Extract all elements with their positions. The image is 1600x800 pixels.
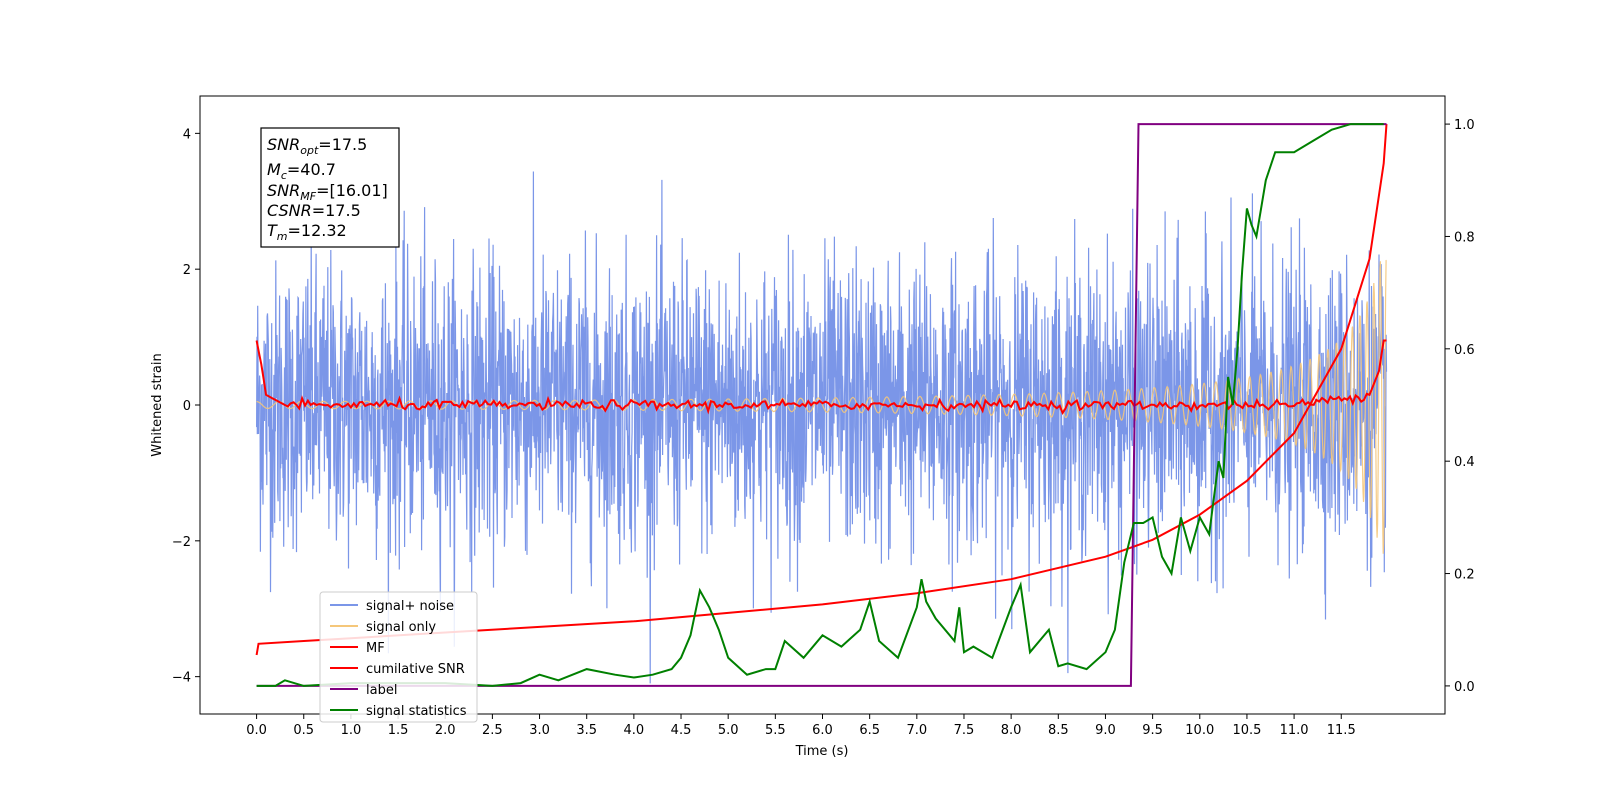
x-tick-label: 9.0 bbox=[1095, 723, 1116, 738]
y-tick-label: −2 bbox=[172, 535, 191, 550]
x-tick-label: 4.5 bbox=[671, 723, 692, 738]
x-tick-label: 11.0 bbox=[1280, 723, 1309, 738]
y-axis-right: 0.0 0.2 0.4 0.6 0.8 1.0 bbox=[1445, 118, 1475, 695]
x-tick-label: 4.0 bbox=[624, 723, 645, 738]
x-tick-label: 10.5 bbox=[1232, 723, 1261, 738]
x-axis-label: Time (s) bbox=[795, 744, 849, 759]
legend-label-mf: MF bbox=[366, 641, 385, 656]
signal-statistics-line bbox=[256, 123, 1384, 687]
y-axis-label: Whitened strain bbox=[150, 353, 165, 456]
y-tick-label: 0 bbox=[183, 399, 191, 414]
legend: signal+ noise signal only MF cumilative … bbox=[319, 591, 478, 723]
x-tick-label: 5.5 bbox=[765, 723, 786, 738]
y2-tick-label: 0.2 bbox=[1454, 568, 1475, 583]
y2-tick-label: 0.0 bbox=[1454, 680, 1475, 695]
x-tick-label: 8.5 bbox=[1048, 723, 1069, 738]
annotation-mc: Mc=40.7 bbox=[267, 160, 336, 182]
annotation-csnr: CSNR=17.5 bbox=[267, 201, 361, 220]
x-tick-label: 6.5 bbox=[859, 723, 880, 738]
x-tick-label: 3.0 bbox=[529, 723, 550, 738]
y-tick-label: −4 bbox=[172, 671, 191, 686]
legend-label-signal-only: signal only bbox=[366, 620, 436, 635]
x-tick-label: 6.0 bbox=[812, 723, 833, 738]
x-tick-label: 1.0 bbox=[341, 723, 362, 738]
y2-tick-label: 0.8 bbox=[1454, 230, 1475, 245]
x-tick-label: 1.5 bbox=[388, 723, 409, 738]
x-tick-label: 7.5 bbox=[954, 723, 975, 738]
label-line bbox=[256, 123, 1387, 687]
annotation-snr-mf: SNRMF=[16.01] bbox=[267, 181, 388, 203]
x-tick-label: 9.5 bbox=[1142, 723, 1163, 738]
y-axis-left: −4 −2 0 2 4 bbox=[172, 127, 200, 686]
mf-line bbox=[255, 339, 1387, 416]
y2-tick-label: 1.0 bbox=[1454, 118, 1475, 133]
annotation-snr-opt: SNRopt=17.5 bbox=[267, 135, 367, 157]
x-tick-label: 5.0 bbox=[718, 723, 739, 738]
legend-label-signal-statistics: signal statistics bbox=[366, 704, 467, 719]
y-tick-label: 2 bbox=[183, 263, 191, 278]
annotation-box: SNRopt=17.5 Mc=40.7 SNRMF=[16.01] CSNR=1… bbox=[260, 127, 400, 248]
x-tick-label: 10.0 bbox=[1185, 723, 1214, 738]
legend-label-label: label bbox=[366, 683, 397, 698]
x-tick-label: 8.0 bbox=[1001, 723, 1022, 738]
y2-tick-label: 0.6 bbox=[1454, 343, 1475, 358]
x-axis: 0.0 0.5 1.0 1.5 2.0 2.5 3.0 3.5 4.0 4.5 5.0 5.5 6.0 6… bbox=[246, 714, 1356, 738]
x-tick-label: 7.0 bbox=[906, 723, 927, 738]
x-tick-label: 2.5 bbox=[482, 723, 503, 738]
x-tick-label: 11.5 bbox=[1327, 723, 1356, 738]
signal-noise-line bbox=[256, 171, 1388, 684]
x-tick-label: 0.0 bbox=[246, 723, 267, 738]
annotation-tm: Tm=12.32 bbox=[267, 221, 347, 243]
legend-label-cumulative-snr: cumilative SNR bbox=[366, 662, 465, 677]
x-tick-label: 0.5 bbox=[293, 723, 314, 738]
x-tick-label: 2.0 bbox=[435, 723, 456, 738]
legend-label-signal-noise: signal+ noise bbox=[366, 599, 454, 614]
y2-tick-label: 0.4 bbox=[1454, 455, 1475, 470]
x-tick-label: 3.5 bbox=[576, 723, 597, 738]
y-tick-label: 4 bbox=[183, 127, 191, 142]
